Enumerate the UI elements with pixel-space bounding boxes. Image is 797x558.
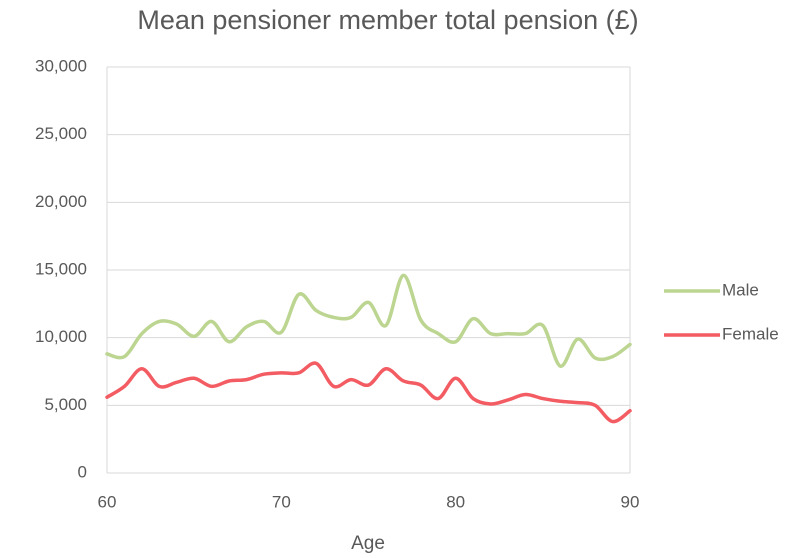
y-tick-label: 25,000 bbox=[35, 124, 87, 143]
y-tick-label: 10,000 bbox=[35, 327, 87, 346]
y-tick-label: 15,000 bbox=[35, 259, 87, 278]
chart-title: Mean pensioner member total pension (£) bbox=[137, 5, 638, 35]
y-tick-label: 5,000 bbox=[44, 395, 87, 414]
x-tick-label: 80 bbox=[446, 492, 465, 511]
line bbox=[105, 273, 632, 368]
line bbox=[105, 361, 632, 424]
x-tick-label: 90 bbox=[621, 492, 640, 511]
x-axis-label: Age bbox=[351, 533, 385, 554]
legend-label: Female bbox=[722, 324, 779, 343]
legend-label: Male bbox=[722, 280, 759, 299]
y-tick-label: 0 bbox=[78, 462, 87, 481]
y-tick-label: 30,000 bbox=[35, 56, 87, 75]
x-tick-label: 60 bbox=[98, 492, 117, 511]
x-tick-label: 70 bbox=[272, 492, 291, 511]
y-tick-label: 20,000 bbox=[35, 192, 87, 211]
